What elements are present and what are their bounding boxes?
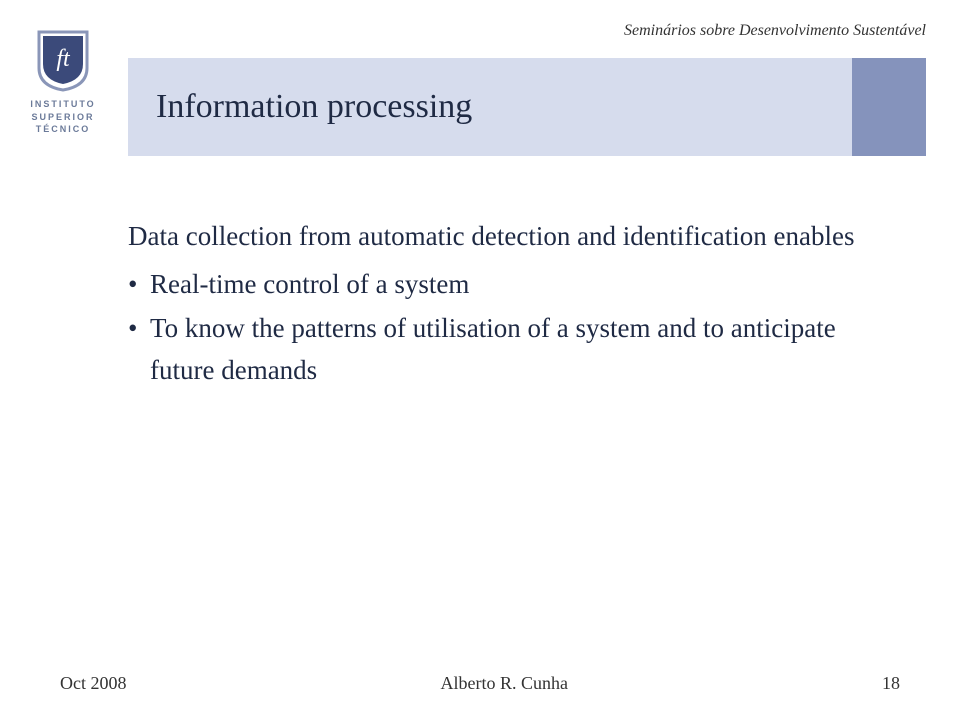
- list-item: Real-time control of a system: [128, 264, 880, 306]
- svg-text:ft: ft: [56, 46, 71, 72]
- slide-body: Data collection from automatic detection…: [128, 218, 880, 394]
- shield-icon: ft: [37, 30, 89, 92]
- title-accent-block: [852, 58, 926, 156]
- slide-footer: Oct 2008 Alberto R. Cunha 18: [60, 673, 900, 694]
- title-bar: Information processing: [128, 58, 926, 156]
- logo-text-line1: INSTITUTO: [20, 98, 106, 111]
- list-item: To know the patterns of utilisation of a…: [128, 308, 880, 392]
- footer-page-number: 18: [882, 673, 900, 694]
- bullet-list: Real-time control of a system To know th…: [128, 264, 880, 392]
- logo-text-line3: TÉCNICO: [20, 123, 106, 136]
- institution-logo: ft INSTITUTO SUPERIOR TÉCNICO: [20, 30, 106, 136]
- footer-date: Oct 2008: [60, 673, 127, 694]
- footer-author: Alberto R. Cunha: [441, 673, 569, 694]
- logo-text-line2: SUPERIOR: [20, 111, 106, 124]
- slide-title: Information processing: [128, 58, 852, 156]
- seminar-header: Seminários sobre Desenvolvimento Sustent…: [624, 22, 926, 40]
- lead-paragraph: Data collection from automatic detection…: [128, 218, 880, 254]
